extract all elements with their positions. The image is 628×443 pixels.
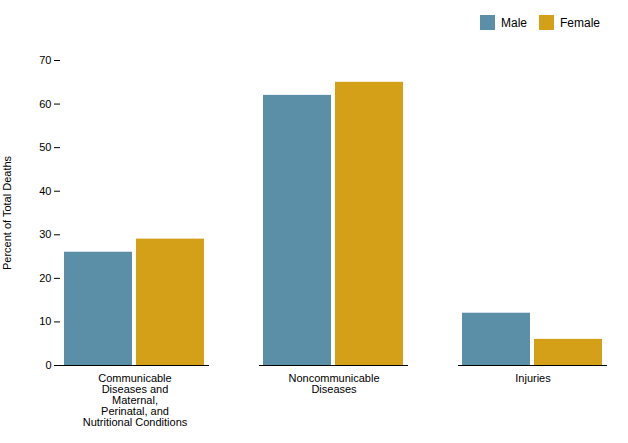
- svg-text:NoncommunicableDiseases: NoncommunicableDiseases: [288, 372, 379, 395]
- svg-text:0: 0: [45, 359, 51, 371]
- svg-text:CommunicableDiseases andMatern: CommunicableDiseases andMaternal,Perinat…: [83, 372, 188, 428]
- svg-text:10: 10: [39, 315, 51, 327]
- svg-text:40: 40: [39, 185, 51, 197]
- html-text:Female: Female: [560, 15, 600, 30]
- svg-text:Percent of Total Deaths: Percent of Total Deaths: [1, 155, 13, 270]
- svg-text:20: 20: [39, 272, 51, 284]
- svg-text:50: 50: [39, 141, 51, 153]
- html-text:Male: Male: [501, 15, 527, 30]
- svg-text:70: 70: [39, 54, 51, 66]
- svg-text:30: 30: [39, 228, 51, 240]
- svg-text:60: 60: [39, 98, 51, 110]
- svg-text:Injuries: Injuries: [515, 372, 551, 384]
